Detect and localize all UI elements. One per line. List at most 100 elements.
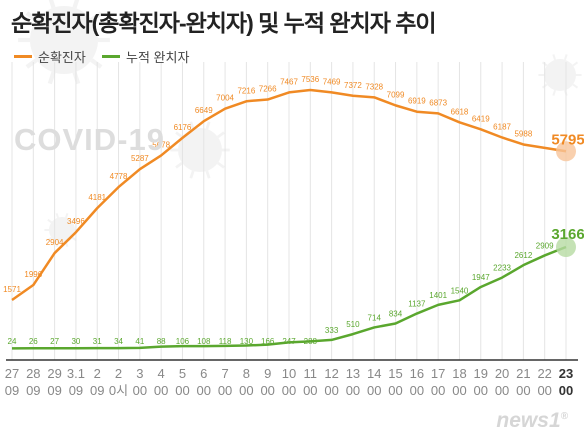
data-label-confirmed: 4181 bbox=[88, 193, 106, 202]
legend-label-recovered: 누적 완치자 bbox=[126, 50, 190, 65]
data-label-confirmed: 7328 bbox=[365, 82, 383, 91]
data-label-recovered: 510 bbox=[346, 320, 360, 329]
data-label-recovered: 2909 bbox=[536, 241, 554, 250]
news1-logo: news1® bbox=[496, 409, 568, 432]
grid-lines bbox=[11, 62, 567, 360]
virus-spike bbox=[175, 131, 184, 139]
legend-swatch-orange bbox=[14, 55, 32, 58]
virus-blob bbox=[178, 128, 222, 172]
virus-spike bbox=[47, 218, 53, 224]
virus-spike bbox=[552, 54, 557, 61]
virus-blob bbox=[544, 59, 576, 91]
x-tick-label-top: 19 bbox=[474, 366, 488, 381]
data-label-recovered: 27 bbox=[50, 337, 59, 346]
data-label-recovered: 247 bbox=[282, 337, 296, 346]
virus-spike bbox=[205, 121, 211, 130]
covid-watermark: COVID-19 bbox=[14, 122, 165, 157]
data-label-recovered: 1137 bbox=[408, 300, 426, 309]
virus-spike bbox=[189, 170, 195, 179]
data-label-recovered: 24 bbox=[8, 337, 17, 346]
virus-spike bbox=[48, 0, 56, 9]
x-tick-label-bottom: 00 bbox=[239, 383, 253, 398]
x-tick-label-bottom: 00 bbox=[324, 383, 338, 398]
virus-spike bbox=[563, 54, 568, 61]
x-tick-label-bottom: 00 bbox=[388, 383, 402, 398]
virus-blob bbox=[49, 217, 75, 243]
data-label-confirmed: 3496 bbox=[67, 217, 85, 226]
x-tick-label-top: 27 bbox=[5, 366, 19, 381]
series-line-confirmed bbox=[11, 88, 567, 302]
x-tick-label-bottom: 00 bbox=[559, 383, 573, 398]
x-tick-label-bottom: 00 bbox=[367, 383, 381, 398]
data-label-recovered: 166 bbox=[261, 337, 275, 346]
data-label-recovered: 2233 bbox=[493, 264, 511, 273]
x-tick-label-bottom: 09 bbox=[47, 383, 61, 398]
virus-spike bbox=[216, 131, 225, 139]
x-tick-label-top: 21 bbox=[516, 366, 530, 381]
x-tick-label-top: 12 bbox=[324, 366, 338, 381]
x-tick-label-top: 22 bbox=[537, 366, 551, 381]
virus-spike bbox=[47, 236, 53, 242]
x-tick-label-bottom: 0시 bbox=[109, 383, 128, 398]
data-label-confirmed: 6419 bbox=[472, 114, 490, 123]
x-tick-label-bottom: 00 bbox=[133, 383, 147, 398]
data-label-recovered: 130 bbox=[240, 337, 254, 346]
x-tick-label-top: 17 bbox=[431, 366, 445, 381]
legend-item-recovered: 누적 완치자 bbox=[102, 47, 189, 66]
virus-spike bbox=[572, 61, 579, 67]
x-tick-label-bottom: 00 bbox=[474, 383, 488, 398]
x-tick-label-bottom: 00 bbox=[537, 383, 551, 398]
virus-spike bbox=[55, 242, 59, 248]
x-tick-label-bottom: 00 bbox=[346, 383, 360, 398]
virus-spike bbox=[552, 89, 557, 96]
data-label-recovered: 1540 bbox=[451, 286, 469, 295]
x-tick-label-top: 14 bbox=[367, 366, 381, 381]
x-tick-label-bottom: 09 bbox=[90, 383, 104, 398]
data-label-confirmed: 5988 bbox=[514, 129, 532, 138]
x-tick-label-top: 3 bbox=[136, 366, 143, 381]
virus-spike bbox=[175, 161, 184, 169]
data-label-recovered: 118 bbox=[219, 337, 232, 346]
x-tick-label-bottom: 00 bbox=[175, 383, 189, 398]
x-tick-label-top: 15 bbox=[388, 366, 402, 381]
data-label-recovered: 1947 bbox=[472, 273, 490, 282]
x-tick-label-bottom: 00 bbox=[282, 383, 296, 398]
x-tick-label-top: 4 bbox=[158, 366, 165, 381]
x-tick-label-bottom: 09 bbox=[26, 383, 40, 398]
data-label-recovered-last: 3166 bbox=[551, 226, 584, 243]
virus-spike bbox=[90, 11, 103, 22]
data-label-confirmed: 6618 bbox=[451, 107, 469, 116]
data-label-recovered: 333 bbox=[325, 326, 339, 335]
x-tick-label-top: 8 bbox=[243, 366, 250, 381]
x-tick-labels: 2709280929093.10920920시30040050060070080… bbox=[5, 366, 573, 398]
x-tick-label-top: 3.1 bbox=[67, 366, 85, 381]
chart-title: 순확진자(총확진자-완치자) 및 누적 완치자 추이 bbox=[11, 10, 437, 36]
x-tick-label-top: 5 bbox=[179, 366, 186, 381]
x-tick-label-top: 28 bbox=[26, 366, 40, 381]
x-tick-label-top: 7 bbox=[221, 366, 228, 381]
data-label-recovered: 1401 bbox=[429, 291, 447, 300]
data-label-confirmed: 7536 bbox=[301, 75, 319, 84]
data-label-recovered: 41 bbox=[135, 337, 144, 346]
virus-decoration bbox=[18, 0, 582, 248]
data-label-recovered: 834 bbox=[389, 309, 403, 318]
data-label-recovered: 288 bbox=[304, 337, 318, 346]
data-label-confirmed: 5678 bbox=[152, 140, 170, 149]
virus-spike bbox=[25, 11, 38, 22]
virus-spike bbox=[72, 0, 80, 9]
data-label-confirmed: 6919 bbox=[408, 97, 426, 106]
data-label-recovered: 88 bbox=[157, 337, 166, 346]
x-tick-label-top: 10 bbox=[282, 366, 296, 381]
data-label-recovered: 31 bbox=[93, 337, 102, 346]
data-label-confirmed: 7266 bbox=[259, 85, 277, 94]
x-tick-label-bottom: 00 bbox=[260, 383, 274, 398]
data-label-confirmed: 7216 bbox=[237, 86, 255, 95]
x-tick-label-top: 13 bbox=[346, 366, 360, 381]
x-tick-label-bottom: 00 bbox=[197, 383, 211, 398]
data-label-confirmed: 7467 bbox=[280, 77, 298, 86]
data-label-confirmed: 7004 bbox=[216, 94, 234, 103]
data-label-recovered: 26 bbox=[29, 337, 38, 346]
legend-label-confirmed: 순확진자 bbox=[38, 50, 86, 65]
